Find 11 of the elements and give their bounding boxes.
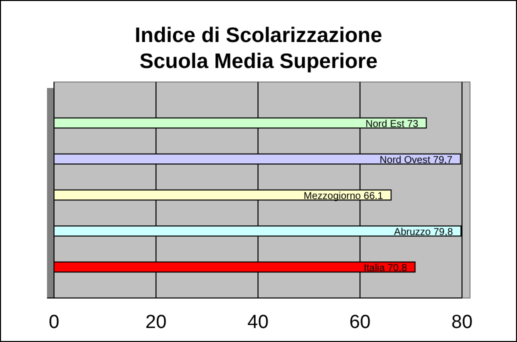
- x-tick-label: 40: [247, 312, 269, 333]
- category-label: Nord Est 73: [365, 118, 418, 130]
- x-tick-label: 20: [145, 312, 167, 333]
- category-label: Mezzogiorno 66.1: [304, 191, 384, 202]
- category-label: Nord Ovest 79,7: [380, 154, 452, 166]
- category-label: Italia 70,8: [364, 263, 408, 274]
- category-label: Abruzzo 79,8: [394, 227, 453, 238]
- x-tick-label: 80: [451, 312, 473, 333]
- x-tick-label: 60: [349, 312, 371, 333]
- x-tick-label: 0: [48, 312, 60, 333]
- chart-title: Indice di Scolarizzazione Scuola Media Superiore: [134, 24, 382, 73]
